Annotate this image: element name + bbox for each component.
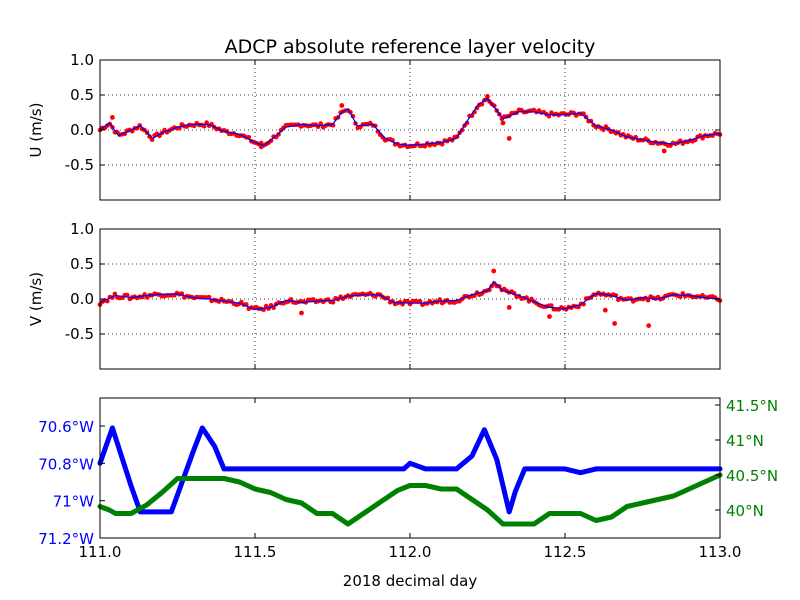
- v-outlier-point: [506, 305, 512, 310]
- longitude-tick-label: 71.2°W: [38, 530, 94, 548]
- v-y-axis-label: V (m/s): [27, 272, 45, 326]
- v-raw-point: [417, 298, 423, 304]
- u-raw-point: [318, 121, 324, 126]
- u-raw-point: [147, 134, 152, 139]
- u-y-tick-label: 0.5: [70, 86, 94, 104]
- u-raw-point: [201, 123, 207, 129]
- plot-area: -0.5 0.0 0.5 1.0 U (m/s) -0.5 0.0 0.5 1.0 V (m/s)…: [27, 51, 778, 561]
- u-raw-point: [375, 129, 381, 134]
- chart-title: ADCP absolute reference layer velocity: [225, 36, 596, 58]
- v-raw-point: [549, 303, 554, 308]
- u-y-tick-label: -0.5: [65, 156, 94, 174]
- u-outlier-point: [110, 115, 115, 120]
- v-raw-point: [330, 300, 336, 305]
- v-y-tick-label: 0.5: [70, 255, 94, 273]
- latitude-line: [97, 472, 723, 527]
- longitude-tick-label: 71°W: [53, 493, 95, 511]
- v-smoothed-line: [99, 280, 721, 311]
- latitude-tick-label: 40.5°N: [726, 467, 778, 485]
- latitude-tick-label: 41.5°N: [726, 397, 778, 415]
- u-y-axis-label: U (m/s): [27, 103, 45, 158]
- u-y-tick-label: 1.0: [70, 51, 94, 69]
- latitude-tick-label: 40°N: [726, 502, 764, 520]
- x-tick-label: 113.0: [699, 543, 742, 561]
- v-outlier-point: [299, 310, 304, 316]
- x-tick-label: 111.0: [79, 543, 122, 561]
- longitude-tick-label: 70.8°W: [38, 455, 94, 473]
- v-raw-point: [645, 297, 651, 303]
- v-outlier-point: [602, 307, 608, 313]
- u-outlier-point: [506, 136, 512, 141]
- u-y-tick-label: 0.0: [70, 121, 94, 139]
- u-raw-point: [268, 138, 274, 144]
- u-outlier-point: [258, 144, 264, 150]
- u-outlier-point: [661, 148, 667, 154]
- v-outlier-point: [646, 323, 652, 328]
- v-y-tick-label: 0.0: [70, 290, 94, 308]
- u-outlier-point: [339, 103, 345, 108]
- v-outlier-point: [547, 314, 552, 319]
- x-tick-label: 111.5: [234, 543, 277, 561]
- v-raw-point: [125, 292, 130, 298]
- x-axis-label: 2018 decimal day: [343, 572, 478, 590]
- longitude-tick-label: 70.6°W: [38, 418, 94, 436]
- latitude-tick-label: 41°N: [726, 432, 764, 450]
- x-tick-label: 112.0: [389, 543, 432, 561]
- u-smoothed-line: [99, 97, 721, 147]
- x-tick-label: 112.5: [544, 543, 587, 561]
- u-raw-point: [373, 123, 378, 129]
- u-outlier-point: [485, 94, 490, 99]
- u-outlier-point: [500, 120, 506, 126]
- v-y-tick-label: -0.5: [65, 325, 94, 343]
- u-raw-point: [276, 132, 281, 137]
- u-raw-point: [204, 120, 209, 125]
- v-outlier-point: [612, 321, 617, 326]
- v-y-tick-label: 1.0: [70, 220, 94, 238]
- v-outlier-point: [491, 268, 497, 274]
- longitude-line: [97, 425, 723, 515]
- u-raw-point: [464, 120, 470, 126]
